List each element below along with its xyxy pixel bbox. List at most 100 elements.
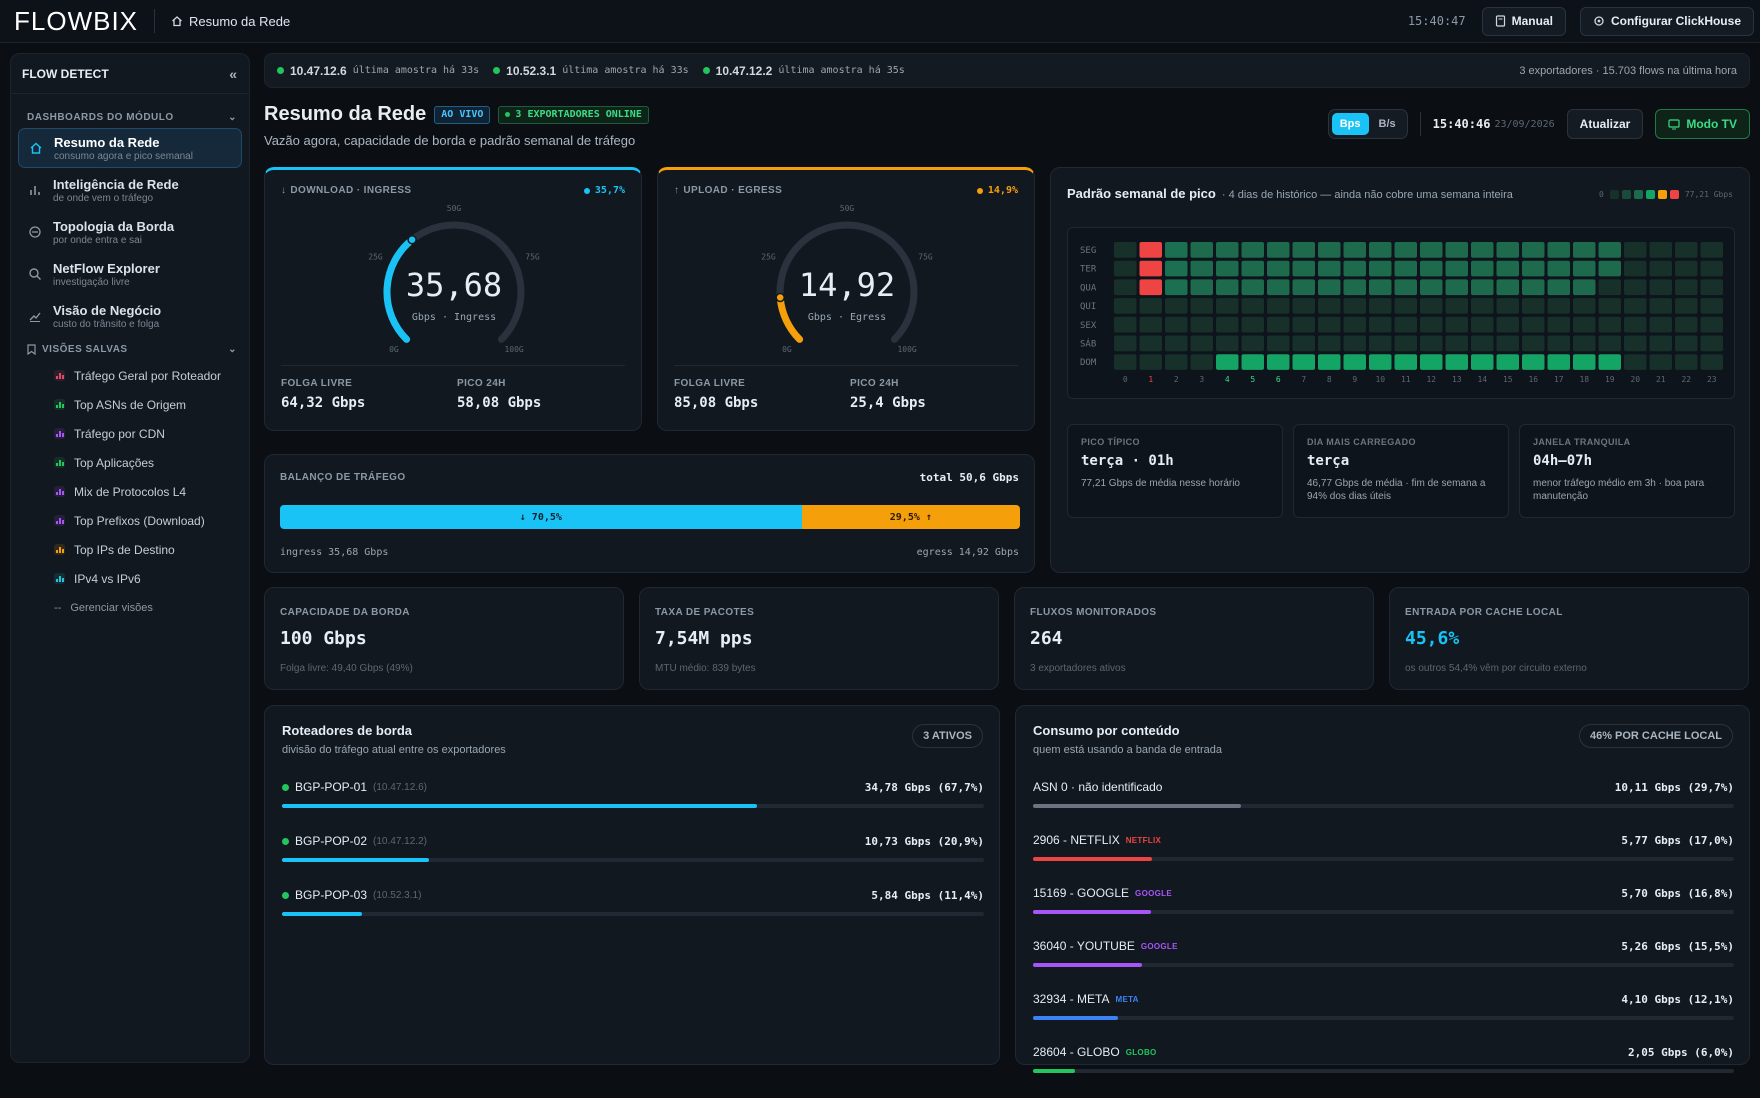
unit-bs-button[interactable]: B/s bbox=[1378, 118, 1396, 130]
heatmap-cell[interactable] bbox=[1598, 279, 1622, 296]
heatmap-cell[interactable] bbox=[1114, 316, 1137, 333]
heatmap-cell[interactable] bbox=[1318, 335, 1341, 352]
heatmap-cell[interactable] bbox=[1547, 260, 1571, 277]
heatmap-cell[interactable] bbox=[1292, 335, 1316, 352]
heatmap-cell[interactable] bbox=[1496, 316, 1520, 333]
heatmap-cell[interactable] bbox=[1624, 298, 1647, 314]
heatmap-cell[interactable] bbox=[1624, 260, 1647, 277]
heatmap-cell[interactable] bbox=[1522, 260, 1545, 277]
heatmap-cell[interactable] bbox=[1649, 335, 1673, 352]
heatmap-cell[interactable] bbox=[1547, 279, 1571, 296]
heatmap-cell[interactable] bbox=[1369, 279, 1392, 296]
heatmap-cell[interactable] bbox=[1139, 298, 1163, 314]
saved-view-item[interactable]: Tráfego por CDN bbox=[11, 419, 249, 448]
heatmap-cell[interactable] bbox=[1675, 354, 1698, 370]
sidebar-item-4[interactable]: Visão de Negócio custo do trânsito e fol… bbox=[18, 296, 242, 336]
heatmap-cell[interactable] bbox=[1420, 335, 1443, 352]
heatmap-cell[interactable] bbox=[1292, 260, 1316, 277]
heatmap-cell[interactable] bbox=[1624, 335, 1647, 352]
manage-views-link[interactable]: -- Gerenciar visões bbox=[11, 593, 249, 622]
saved-view-item[interactable]: Top Prefixos (Download) bbox=[11, 506, 249, 535]
saved-view-item[interactable]: Mix de Protocolos L4 bbox=[11, 477, 249, 506]
heatmap-cell[interactable] bbox=[1471, 335, 1494, 352]
heatmap-cell[interactable] bbox=[1573, 354, 1596, 370]
heatmap-cell[interactable] bbox=[1445, 335, 1469, 352]
heatmap-cell[interactable] bbox=[1445, 279, 1469, 296]
heatmap-cell[interactable] bbox=[1471, 354, 1494, 370]
sidebar-item-0[interactable]: Resumo da Rede consumo agora e pico sema… bbox=[18, 128, 242, 168]
heatmap-cell[interactable] bbox=[1267, 279, 1290, 296]
heatmap-cell[interactable] bbox=[1114, 335, 1137, 352]
heatmap-cell[interactable] bbox=[1394, 354, 1418, 370]
heatmap-cell[interactable] bbox=[1496, 242, 1520, 258]
content-row[interactable]: 36040 - YOUTUBE GOOGLE 5,26 Gbps (15,5%) bbox=[1033, 939, 1734, 967]
heatmap-cell[interactable] bbox=[1394, 242, 1418, 258]
content-row[interactable]: ASN 0 · não identificado 10,11 Gbps (29,… bbox=[1033, 780, 1734, 808]
heatmap-cell[interactable] bbox=[1598, 335, 1622, 352]
refresh-button[interactable]: Atualizar bbox=[1566, 109, 1644, 139]
heatmap-cell[interactable] bbox=[1496, 279, 1520, 296]
heatmap-cell[interactable] bbox=[1471, 242, 1494, 258]
heatmap-cell[interactable] bbox=[1394, 335, 1418, 352]
heatmap-cell[interactable] bbox=[1522, 298, 1545, 314]
heatmap-cell[interactable] bbox=[1267, 260, 1290, 277]
heatmap-cell[interactable] bbox=[1675, 335, 1698, 352]
saved-view-item[interactable]: Tráfego Geral por Roteador bbox=[11, 361, 249, 390]
heatmap-cell[interactable] bbox=[1343, 242, 1367, 258]
heatmap-cell[interactable] bbox=[1292, 354, 1316, 370]
heatmap-cell[interactable] bbox=[1369, 260, 1392, 277]
heatmap-cell[interactable] bbox=[1700, 260, 1724, 277]
heatmap-cell[interactable] bbox=[1420, 279, 1443, 296]
heatmap-cell[interactable] bbox=[1394, 260, 1418, 277]
heatmap-cell[interactable] bbox=[1394, 316, 1418, 333]
heatmap-cell[interactable] bbox=[1649, 279, 1673, 296]
heatmap-cell[interactable] bbox=[1241, 354, 1265, 370]
heatmap-cell[interactable] bbox=[1547, 354, 1571, 370]
heatmap-cell[interactable] bbox=[1165, 316, 1188, 333]
heatmap-cell[interactable] bbox=[1139, 335, 1163, 352]
heatmap-cell[interactable] bbox=[1139, 354, 1163, 370]
heatmap-cell[interactable] bbox=[1522, 279, 1545, 296]
heatmap-cell[interactable] bbox=[1241, 298, 1265, 314]
heatmap-cell[interactable] bbox=[1496, 335, 1520, 352]
heatmap-cell[interactable] bbox=[1318, 279, 1341, 296]
content-row[interactable]: 15169 - GOOGLE GOOGLE 5,70 Gbps (16,8%) bbox=[1033, 886, 1734, 914]
heatmap-cell[interactable] bbox=[1241, 335, 1265, 352]
sidebar-item-3[interactable]: NetFlow Explorer investigação livre bbox=[18, 254, 242, 294]
heatmap-cell[interactable] bbox=[1573, 335, 1596, 352]
heatmap-cell[interactable] bbox=[1114, 354, 1137, 370]
heatmap-cell[interactable] bbox=[1165, 335, 1188, 352]
heatmap-cell[interactable] bbox=[1700, 354, 1724, 370]
heatmap-cell[interactable] bbox=[1165, 260, 1188, 277]
heatmap-cell[interactable] bbox=[1624, 354, 1647, 370]
heatmap-cell[interactable] bbox=[1241, 242, 1265, 258]
heatmap-cell[interactable] bbox=[1216, 335, 1239, 352]
heatmap-cell[interactable] bbox=[1496, 298, 1520, 314]
heatmap-cell[interactable] bbox=[1598, 242, 1622, 258]
heatmap-cell[interactable] bbox=[1343, 316, 1367, 333]
heatmap-cell[interactable] bbox=[1139, 260, 1163, 277]
heatmap-cell[interactable] bbox=[1420, 354, 1443, 370]
heatmap-cell[interactable] bbox=[1139, 316, 1163, 333]
heatmap-cell[interactable] bbox=[1394, 279, 1418, 296]
heatmap-cell[interactable] bbox=[1267, 298, 1290, 314]
heatmap-cell[interactable] bbox=[1420, 298, 1443, 314]
heatmap-cell[interactable] bbox=[1165, 298, 1188, 314]
heatmap-cell[interactable] bbox=[1369, 316, 1392, 333]
heatmap-cell[interactable] bbox=[1649, 298, 1673, 314]
heatmap-cell[interactable] bbox=[1241, 260, 1265, 277]
tv-mode-button[interactable]: Modo TV bbox=[1655, 109, 1750, 139]
heatmap-cell[interactable] bbox=[1318, 242, 1341, 258]
heatmap-cell[interactable] bbox=[1292, 242, 1316, 258]
heatmap-cell[interactable] bbox=[1292, 279, 1316, 296]
heatmap-cell[interactable] bbox=[1675, 316, 1698, 333]
breadcrumb[interactable]: Resumo da Rede bbox=[171, 14, 290, 29]
heatmap-cell[interactable] bbox=[1471, 298, 1494, 314]
content-row[interactable]: 2906 - NETFLIX NETFLIX 5,77 Gbps (17,0%) bbox=[1033, 833, 1734, 861]
heatmap-cell[interactable] bbox=[1216, 354, 1239, 370]
saved-view-item[interactable]: IPv4 vs IPv6 bbox=[11, 564, 249, 593]
heatmap-cell[interactable] bbox=[1394, 298, 1418, 314]
heatmap-cell[interactable] bbox=[1675, 298, 1698, 314]
heatmap-cell[interactable] bbox=[1598, 298, 1622, 314]
heatmap-cell[interactable] bbox=[1522, 316, 1545, 333]
